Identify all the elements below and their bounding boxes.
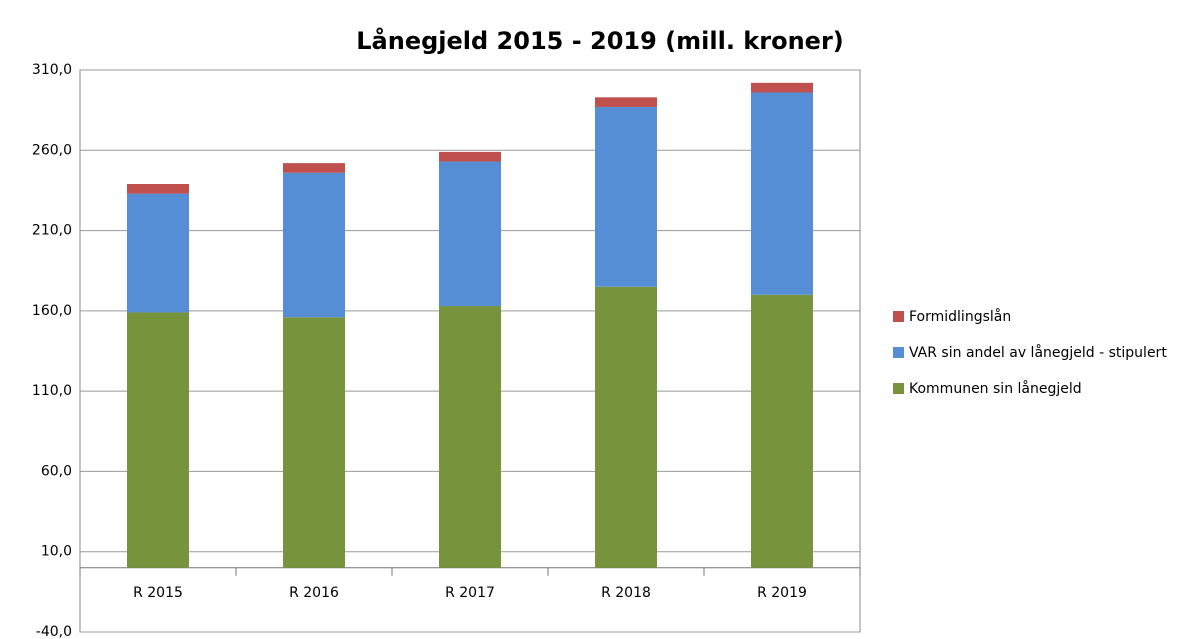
bar-segment: [751, 92, 813, 295]
x-tick-label: R 2019: [757, 585, 807, 601]
x-tick-label: R 2015: [133, 585, 183, 601]
x-tick-label: R 2017: [445, 585, 495, 601]
x-tick-label: R 2016: [289, 585, 339, 601]
bar-segment: [595, 97, 657, 107]
bar-segment: [283, 163, 345, 173]
x-tick-label: R 2018: [601, 585, 651, 601]
y-tick-label: 60,0: [41, 463, 72, 479]
y-tick-label: 260,0: [32, 142, 72, 158]
bar-segment: [751, 294, 813, 568]
y-tick-label: -40,0: [36, 624, 72, 639]
bar-segment: [283, 317, 345, 568]
legend-label: Formidlingslån: [909, 308, 1011, 325]
bar-segment: [751, 82, 813, 93]
bar-segment: [595, 286, 657, 568]
chart-title: Lånegjeld 2015 - 2019 (mill. kroner): [356, 26, 844, 55]
legend-label: VAR sin andel av lånegjeld - stipulert: [909, 344, 1167, 361]
legend-swatch: [893, 347, 904, 358]
bar-segment: [439, 161, 501, 307]
bar-segment: [127, 184, 189, 194]
legend-label: Kommunen sin lånegjeld: [909, 380, 1082, 397]
y-tick-label: 160,0: [32, 303, 72, 319]
legend-swatch: [893, 383, 904, 394]
bar-segment: [127, 193, 189, 313]
bar-segment: [439, 306, 501, 568]
bar-segment: [595, 106, 657, 287]
y-tick-label: 210,0: [32, 223, 72, 239]
y-tick-label: 110,0: [32, 383, 72, 399]
legend-swatch: [893, 311, 904, 322]
y-tick-label: 310,0: [32, 62, 72, 78]
bar-segment: [127, 312, 189, 568]
bar-segment: [439, 151, 501, 162]
y-tick-label: 10,0: [41, 544, 72, 560]
bar-segment: [283, 172, 345, 318]
